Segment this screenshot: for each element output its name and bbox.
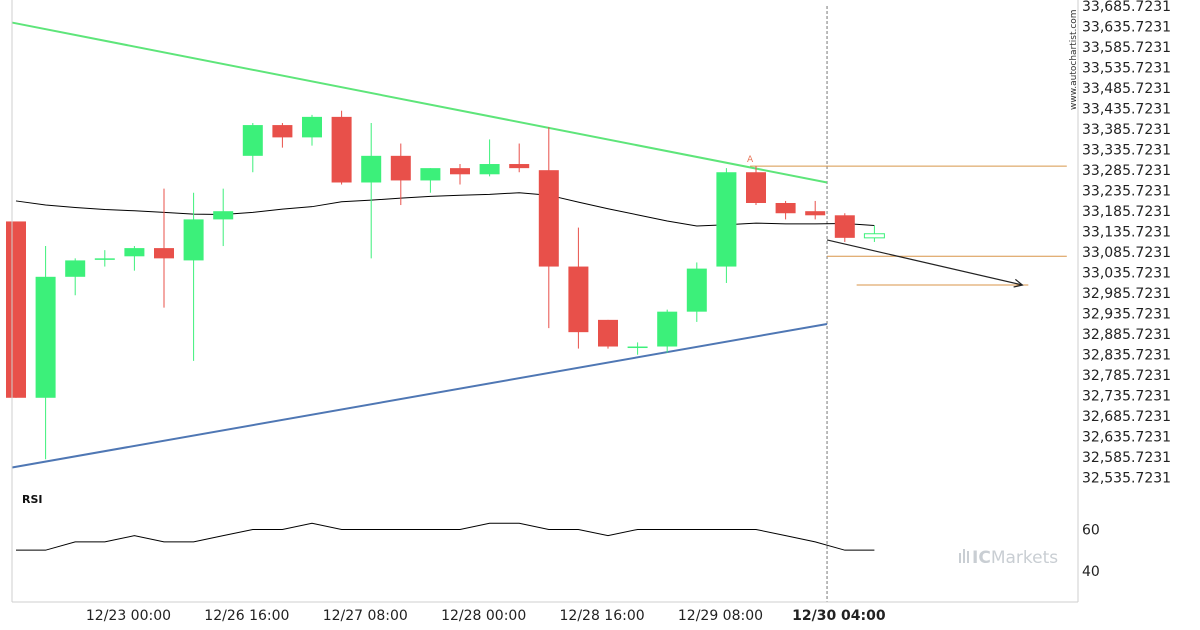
candle-body bbox=[686, 268, 707, 312]
y-tick-label: 33,635.7231 bbox=[1082, 19, 1171, 35]
candle-body bbox=[242, 125, 263, 156]
x-tick-label: 12/29 08:00 bbox=[678, 608, 763, 624]
candle-body bbox=[479, 164, 500, 175]
watermark: www.autochartist.com bbox=[1069, 9, 1079, 110]
candle-body bbox=[65, 260, 86, 277]
price-plot: A bbox=[6, 6, 1067, 602]
candle-body bbox=[509, 164, 530, 169]
y-tick-label: 33,485.7231 bbox=[1082, 81, 1171, 97]
candle-body bbox=[805, 211, 826, 216]
rsi-title: RSI bbox=[22, 493, 43, 506]
candle-body bbox=[390, 155, 411, 181]
brand-logo: ICMarkets bbox=[959, 548, 1058, 568]
y-tick-label: 33,085.7231 bbox=[1082, 245, 1171, 261]
candle-body bbox=[627, 346, 648, 349]
y-tick-label: 32,535.7231 bbox=[1082, 470, 1171, 486]
candle-body bbox=[598, 319, 618, 347]
y-tick-label: 33,535.7231 bbox=[1082, 60, 1171, 76]
candle-body bbox=[746, 172, 766, 203]
rsi-panel: RSI 60 40 bbox=[16, 493, 1100, 580]
candle-body bbox=[124, 248, 145, 257]
y-tick-label: 32,585.7231 bbox=[1082, 450, 1171, 466]
y-tick-label: 32,685.7231 bbox=[1082, 409, 1171, 425]
candle-body bbox=[657, 311, 678, 347]
x-tick-label: 12/23 00:00 bbox=[86, 608, 171, 624]
y-tick-label: 32,835.7231 bbox=[1082, 347, 1171, 363]
x-tick-label: 12/30 04:00 bbox=[792, 608, 886, 624]
y-tick-label: 32,635.7231 bbox=[1082, 429, 1171, 445]
rsi-line bbox=[16, 522, 875, 551]
y-tick-label: 33,335.7231 bbox=[1082, 142, 1171, 158]
y-tick-label: 32,785.7231 bbox=[1082, 368, 1171, 384]
svg-text:ICMarkets: ICMarkets bbox=[972, 548, 1058, 568]
y-tick-label: 33,135.7231 bbox=[1082, 224, 1171, 240]
pattern-label: A bbox=[747, 155, 754, 165]
candle-body bbox=[213, 211, 234, 220]
candle-body bbox=[863, 233, 885, 239]
y-tick-label: 33,685.7231 bbox=[1082, 0, 1171, 15]
candle-body bbox=[775, 202, 796, 214]
y-tick-label: 33,185.7231 bbox=[1082, 204, 1171, 220]
x-tick-label: 12/28 16:00 bbox=[560, 608, 645, 624]
candle-body bbox=[331, 116, 352, 183]
y-tick-label: 33,035.7231 bbox=[1082, 265, 1171, 281]
candle-body bbox=[272, 125, 293, 138]
x-tick-label: 12/26 16:00 bbox=[204, 608, 289, 624]
brand-name: Markets bbox=[991, 548, 1058, 568]
candle-body bbox=[302, 116, 322, 138]
y-tick-label: 33,385.7231 bbox=[1082, 122, 1171, 138]
x-tick-label: 12/28 00:00 bbox=[441, 608, 526, 624]
candle-body bbox=[568, 266, 589, 333]
x-tick-label: 12/27 08:00 bbox=[323, 608, 408, 624]
y-tick-label: 32,935.7231 bbox=[1082, 306, 1171, 322]
candle-body bbox=[94, 258, 115, 260]
candle-body bbox=[154, 248, 174, 259]
candle-body bbox=[716, 172, 737, 267]
candle-body bbox=[834, 215, 855, 238]
brand-prefix: IC bbox=[972, 548, 991, 568]
projection-arrow-line bbox=[826, 239, 1023, 286]
y-tick-label: 33,235.7231 bbox=[1082, 183, 1171, 199]
y-tick-label: 33,435.7231 bbox=[1082, 101, 1171, 117]
y-tick-label: 32,885.7231 bbox=[1082, 327, 1171, 343]
candle-body bbox=[183, 219, 204, 261]
candle-body bbox=[361, 155, 382, 183]
candle-body bbox=[450, 168, 470, 175]
candle-body bbox=[420, 168, 441, 181]
rsi-tick-label: 60 bbox=[1082, 522, 1100, 538]
rsi-tick-label: 40 bbox=[1082, 564, 1100, 580]
projection-arrow-head bbox=[1013, 278, 1024, 288]
resistance-line bbox=[11, 21, 828, 184]
y-tick-label: 33,285.7231 bbox=[1082, 163, 1171, 179]
y-tick-label: 33,585.7231 bbox=[1082, 40, 1171, 56]
y-tick-label: 32,735.7231 bbox=[1082, 388, 1171, 404]
candle-body bbox=[35, 276, 56, 398]
moving-average-line bbox=[15, 192, 875, 227]
candle-body bbox=[6, 221, 26, 398]
support-line bbox=[11, 322, 828, 469]
y-tick-label: 32,985.7231 bbox=[1082, 286, 1171, 302]
candle-body bbox=[538, 170, 559, 267]
axes: 33,685.7231 33,635.7231 33,585.7231 33,535.… bbox=[11, 0, 1171, 624]
